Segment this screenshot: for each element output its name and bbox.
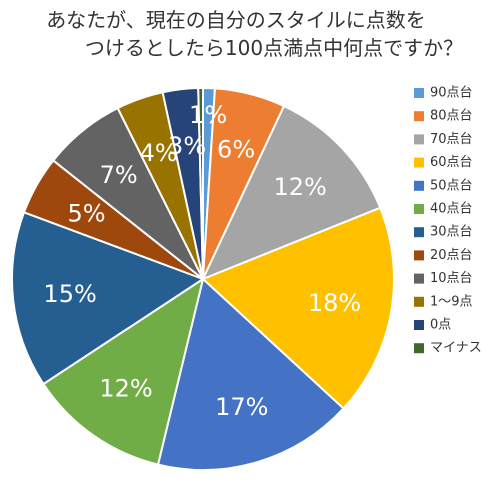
pie-slice-label-0: 1%	[189, 101, 227, 129]
legend-swatch-10	[414, 320, 424, 330]
legend-item-7: 20点台	[414, 248, 473, 263]
pie-labels: 1% 6% 12% 18% 17% 12% 15% 5% 7%4%3%	[43, 101, 361, 421]
legend-item-3: 60点台	[414, 155, 473, 170]
pie-slice-label-4: 17%	[215, 393, 268, 421]
legend-label-8: 10点台	[430, 271, 473, 286]
legend-swatch-9	[414, 296, 424, 307]
pie-slice-2	[201, 104, 382, 281]
chart-title-line-1: あなたが、現在の自分のスタイルに点数を	[46, 8, 426, 32]
legend-label-11: マイナス	[430, 341, 482, 356]
legend-swatch-0	[414, 88, 424, 98]
legend: 90点台 80点台 70点台 60点台 50点台 40点台 30点台 20点台 10点台 1～9点…	[414, 86, 482, 356]
legend-label-5: 40点台	[430, 202, 473, 217]
legend-item-9: 1～9点	[414, 294, 473, 309]
legend-item-2: 70点台	[414, 132, 473, 147]
pie-slice-label-3: 18%	[308, 289, 361, 317]
pie-slice-label-9: 4%	[140, 139, 178, 167]
legend-swatch-4	[414, 180, 424, 191]
legend-swatch-2	[414, 134, 424, 145]
legend-label-10: 0点	[430, 318, 451, 333]
legend-swatch-11	[414, 343, 424, 354]
legend-swatch-3	[414, 157, 424, 168]
pie-slice-11	[197, 86, 204, 280]
legend-item-0: 90点台	[414, 86, 473, 101]
pie-slice-label-2: 12%	[274, 173, 327, 201]
legend-item-11: マイナス	[414, 341, 482, 356]
legend-item-5: 40点台	[414, 202, 473, 217]
legend-label-6: 30点台	[430, 225, 473, 240]
legend-label-3: 60点台	[430, 155, 473, 170]
legend-swatch-6	[414, 227, 424, 238]
pie-slice-3	[201, 206, 395, 410]
legend-item-10: 0点	[414, 318, 451, 333]
legend-swatch-1	[414, 111, 424, 122]
legend-label-7: 20点台	[430, 248, 473, 263]
legend-swatch-8	[414, 273, 424, 284]
legend-label-4: 50点台	[430, 178, 473, 193]
legend-label-9: 1～9点	[430, 294, 473, 309]
legend-item-8: 10点台	[414, 271, 473, 286]
legend-swatch-5	[414, 204, 424, 214]
pie-slice-6	[11, 211, 206, 386]
legend-label-1: 80点台	[430, 109, 473, 124]
legend-item-6: 30点台	[414, 225, 473, 240]
pie-slice-label-5: 12%	[99, 374, 152, 402]
pie-slice-label-6: 15%	[43, 280, 96, 308]
pie-slice-label-1: 6%	[217, 136, 255, 164]
pie-slice-4	[156, 277, 345, 471]
legend-label-0: 90点台	[430, 86, 473, 101]
legend-item-4: 50点台	[414, 178, 473, 193]
legend-label-2: 70点台	[430, 132, 473, 147]
pie-slice-label-10: 3%	[168, 132, 206, 160]
pie-slice-5	[42, 276, 205, 466]
pie-slice-label-8: 7%	[100, 161, 138, 189]
pie-slice-label-7: 5%	[67, 199, 105, 227]
chart-title-line-2: つけるとしたら100点満点中何点ですか？	[84, 36, 464, 60]
legend-item-1: 80点台	[414, 109, 473, 124]
pie-slices	[11, 86, 395, 471]
legend-swatch-7	[414, 250, 424, 261]
